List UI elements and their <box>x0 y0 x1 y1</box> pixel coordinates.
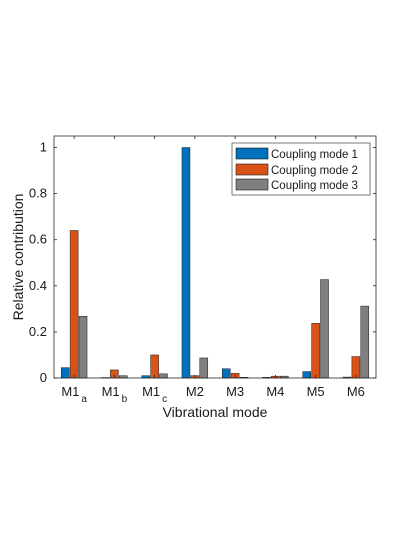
bar-M1a-series-3 <box>78 315 88 379</box>
bar-M2-series-3 <box>199 357 209 379</box>
y-tick-label: 0.6 <box>29 232 47 247</box>
y-axis-ticks: 0 0.2 0.4 0.6 0.8 1 <box>29 140 376 385</box>
x-axis-label: Vibrational mode <box>163 404 268 420</box>
bar-M1c-series-3 <box>159 373 168 379</box>
legend-label-1: Coupling mode 1 <box>271 149 358 161</box>
bar-M6-series-2 <box>351 356 361 379</box>
y-tick-label: 0.2 <box>29 324 47 339</box>
bar-M1a-series-1 <box>60 367 70 379</box>
x-tick-label: M1c <box>142 384 167 405</box>
y-tick-label: 0.8 <box>29 186 47 201</box>
x-tick-label: M1a <box>61 384 87 405</box>
bar-M6-series-3 <box>360 305 370 379</box>
x-tick-label: M6 <box>347 384 365 399</box>
x-tick-label: M2 <box>186 384 204 399</box>
legend-label-2: Coupling mode 2 <box>271 165 358 177</box>
y-tick-label: 0 <box>40 370 47 385</box>
legend-item-1: Coupling mode 1 <box>235 147 358 161</box>
bar-M5-series-2 <box>311 323 320 379</box>
y-axis-label: Relative contribution <box>10 194 26 321</box>
x-tick-label: M4 <box>266 384 284 399</box>
legend-item-3: Coupling mode 3 <box>235 178 358 192</box>
legend-swatch-3 <box>235 178 269 191</box>
plot-frame <box>53 135 377 379</box>
legend-swatch-1 <box>235 147 269 160</box>
x-tick-label: M1b <box>102 384 128 405</box>
legend-swatch-2 <box>235 163 269 176</box>
bar-M5-series-1 <box>302 371 311 379</box>
bar-M1c-series-2 <box>150 354 159 379</box>
legend: Coupling mode 1 Coupling mode 2 Coupling… <box>231 142 371 196</box>
x-tick-label: M3 <box>226 384 244 399</box>
bar-M1a-series-2 <box>69 230 79 379</box>
bar-M2-series-1 <box>181 147 191 379</box>
legend-label-3: Coupling mode 3 <box>271 180 358 192</box>
y-tick-label: 0.4 <box>29 278 47 293</box>
x-axis-ticks: M1a M1b M1c M2 M3 M4 M5 M6 <box>61 136 365 405</box>
y-tick-label: 1 <box>40 140 47 155</box>
bar-M5-series-3 <box>320 279 329 379</box>
legend-item-2: Coupling mode 2 <box>235 163 358 177</box>
x-tick-label: M5 <box>307 384 325 399</box>
bar-M3-series-1 <box>221 368 231 379</box>
